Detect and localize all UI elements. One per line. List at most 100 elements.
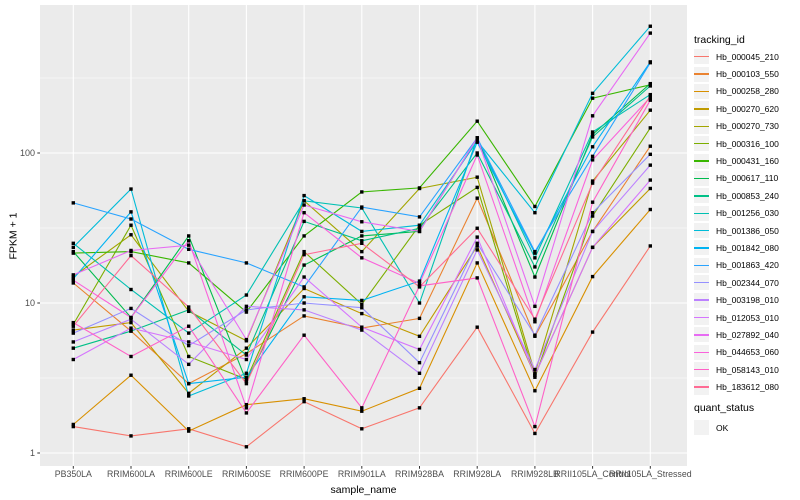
- legend-item-label: Hb_044653_060: [716, 347, 779, 358]
- x-axis-tick-label: RRIM928LB: [511, 469, 559, 479]
- data-point: [129, 373, 133, 377]
- data-point: [533, 373, 537, 377]
- legend-item-label: Hb_000270_620: [716, 103, 779, 114]
- legend-key-box: [694, 379, 709, 395]
- legend-line-swatch: [694, 316, 709, 319]
- data-point: [244, 357, 249, 362]
- data-point: [648, 98, 652, 102]
- data-point: [129, 287, 133, 292]
- data-point: [187, 354, 191, 359]
- data-point: [360, 229, 364, 234]
- data-point: [244, 337, 249, 342]
- data-point: [533, 317, 537, 321]
- data-point: [648, 94, 652, 98]
- data-point: [648, 144, 652, 148]
- data-point: [360, 239, 364, 243]
- data-point: [302, 249, 306, 254]
- y-axis-title: FPKM + 1: [7, 212, 20, 260]
- data-point: [244, 411, 249, 415]
- data-point: [71, 422, 75, 427]
- legend-line-swatch: [694, 334, 709, 336]
- data-point: [187, 429, 191, 433]
- legend-item-label: Hb_000316_100: [716, 138, 779, 149]
- data-point: [648, 108, 652, 112]
- legend-line-swatch: [694, 142, 709, 145]
- data-point: [302, 203, 306, 207]
- legend-line-swatch: [694, 386, 709, 388]
- data-point: [71, 322, 75, 327]
- data-point: [533, 389, 537, 393]
- data-point: [71, 320, 75, 325]
- data-point: [417, 285, 422, 289]
- legend-line-swatch: [694, 212, 709, 214]
- data-point: [533, 431, 537, 436]
- legend: tracking_id Hb_000045_210 Hb_000103_550 Hb…: [694, 0, 800, 500]
- legend-item-label: Hb_183612_080: [716, 382, 779, 393]
- data-point: [475, 248, 479, 252]
- data-point: [244, 375, 249, 379]
- data-point: [475, 276, 479, 280]
- legend-key-box: [694, 136, 709, 152]
- legend-item-label: Hb_000045_210: [716, 51, 779, 62]
- data-point: [590, 229, 595, 234]
- data-point: [71, 424, 75, 429]
- x-axis-tick-label: RRII105LA_Stressed: [609, 469, 692, 479]
- legend-item-label: Hb_000431_160: [716, 156, 779, 167]
- data-point: [129, 210, 133, 214]
- legend-item-label: Hb_000270_730: [716, 121, 779, 132]
- data-point: [590, 210, 595, 215]
- data-point: [533, 265, 537, 269]
- legend-item-label: Hb_058143_010: [716, 364, 779, 375]
- data-point: [475, 325, 479, 329]
- legend-item-Hb_000103_550: Hb_000103_550: [694, 65, 779, 82]
- data-point: [302, 234, 306, 238]
- data-point: [302, 333, 306, 337]
- data-point: [648, 81, 652, 86]
- data-point: [648, 152, 652, 157]
- data-point: [360, 427, 364, 431]
- legend-color-title: tracking_id: [694, 34, 745, 46]
- legend-line-swatch: [694, 160, 709, 162]
- legend-item-label: Hb_001863_420: [716, 260, 779, 271]
- data-point: [648, 178, 652, 182]
- y-axis-tick-label: 100: [20, 148, 35, 158]
- legend-item-Hb_058143_010: Hb_058143_010: [694, 361, 779, 378]
- data-point: [648, 60, 652, 65]
- legend-line-swatch: [694, 369, 709, 371]
- data-point: [302, 295, 306, 299]
- data-point: [475, 151, 479, 155]
- data-point: [417, 371, 422, 375]
- data-point: [417, 334, 422, 338]
- data-point: [475, 185, 479, 190]
- data-point: [360, 190, 364, 194]
- data-point: [129, 217, 133, 221]
- legend-item-Hb_001386_050: Hb_001386_050: [694, 222, 779, 239]
- data-point: [302, 314, 306, 318]
- data-point: [533, 304, 537, 309]
- data-point: [417, 406, 422, 410]
- legend-item-Hb_001842_080: Hb_001842_080: [694, 239, 779, 256]
- data-point: [648, 126, 652, 130]
- data-point: [533, 424, 537, 429]
- data-point: [71, 357, 75, 362]
- data-point: [71, 281, 75, 285]
- data-point: [590, 114, 595, 118]
- data-point: [129, 248, 133, 253]
- data-point: [590, 200, 595, 204]
- data-point: [129, 315, 133, 320]
- data-point: [360, 205, 364, 209]
- data-point: [533, 249, 537, 254]
- data-point: [244, 402, 249, 407]
- data-point: [187, 394, 191, 398]
- y-axis-tick-label: 10: [25, 298, 35, 308]
- data-point: [302, 263, 306, 267]
- data-point: [648, 244, 652, 248]
- legend-key-box: [694, 170, 709, 186]
- data-point: [360, 256, 364, 260]
- data-point: [302, 275, 306, 279]
- data-point: [590, 132, 595, 137]
- data-point: [417, 279, 422, 283]
- legend-line-swatch: [694, 55, 709, 58]
- data-point: [417, 347, 422, 352]
